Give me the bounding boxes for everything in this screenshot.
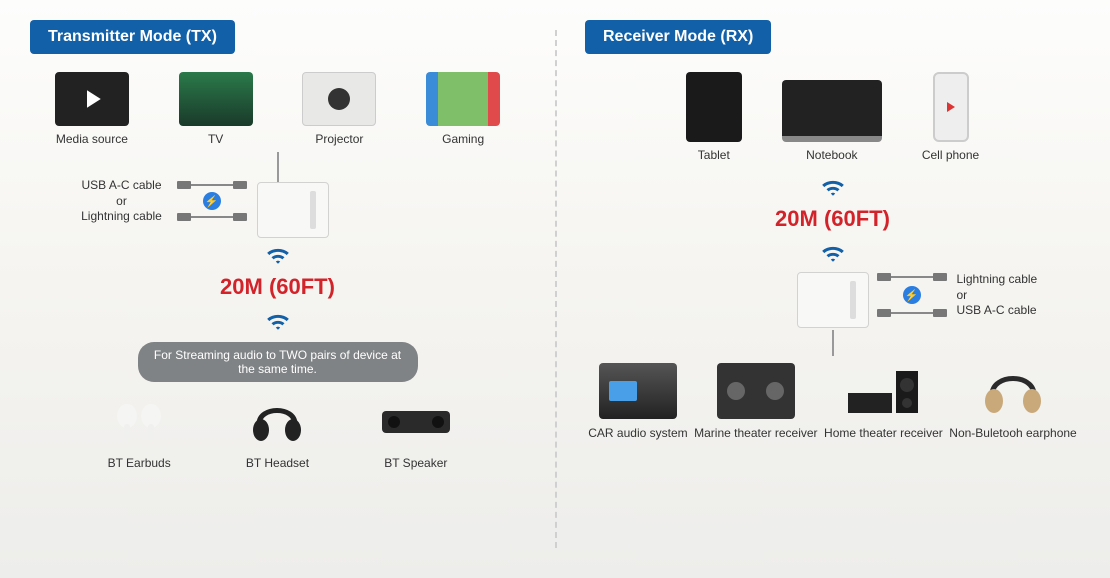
tx-out-speaker: BT Speaker <box>377 392 455 470</box>
rx-source-phone: Cell phone <box>922 72 979 162</box>
source-label: Cell phone <box>922 148 979 162</box>
rx-middle: 20M (60FT) ⚡ Lightning cable or USB A-C … <box>585 170 1080 356</box>
tx-source-media: Media source <box>55 72 129 146</box>
jack-line-icon <box>832 330 834 356</box>
laptop-icon <box>782 80 882 142</box>
home-theater-icon <box>844 362 922 420</box>
tx-source-label: Media source <box>55 132 129 146</box>
cable-text: Lightning cable <box>67 209 177 225</box>
output-label: CAR audio system <box>588 426 687 440</box>
headset-icon <box>238 392 316 450</box>
bolt-icon: ⚡ <box>903 286 921 304</box>
output-label: BT Speaker <box>377 456 455 470</box>
output-label: BT Earbuds <box>100 456 178 470</box>
tx-output-row: BT Earbuds BT Headset BT Speaker <box>30 392 525 470</box>
cable-text: or <box>67 194 177 210</box>
tv-icon <box>179 72 253 126</box>
rx-source-notebook: Notebook <box>782 80 882 162</box>
cable-text: or <box>957 288 1067 304</box>
wifi-icon <box>820 242 846 262</box>
cable-text: Lightning cable <box>957 272 1067 288</box>
wifi-icon <box>820 176 846 196</box>
cable-icon <box>877 308 947 318</box>
cable-text: USB A-C cable <box>957 303 1067 319</box>
earbuds-icon <box>100 392 178 450</box>
tx-source-label: Projector <box>302 132 376 146</box>
rx-cable-label: Lightning cable or USB A-C cable <box>957 272 1067 319</box>
speaker-bar-icon <box>377 392 455 450</box>
tx-source-label: Gaming <box>426 132 500 146</box>
output-label: Non-Buletooh earphone <box>949 426 1076 440</box>
wifi-icon <box>265 310 291 330</box>
source-label: Tablet <box>686 148 742 162</box>
tx-out-earbuds: BT Earbuds <box>100 392 178 470</box>
marine-receiver-icon <box>717 362 795 420</box>
panel-divider <box>555 30 557 548</box>
rx-out-home: Home theater receiver <box>824 362 943 440</box>
tx-middle: USB A-C cable or Lightning cable ⚡ 20M (… <box>30 152 525 392</box>
tx-source-label: TV <box>179 132 253 146</box>
rx-output-row: CAR audio system Marine theater receiver… <box>585 362 1080 440</box>
tx-note: For Streaming audio to TWO pairs of devi… <box>138 342 418 382</box>
tablet-play-icon <box>55 72 129 126</box>
tx-title-badge: Transmitter Mode (TX) <box>30 20 235 54</box>
tx-source-tv: TV <box>179 72 253 146</box>
switch-console-icon <box>426 72 500 126</box>
jack-line-icon <box>277 152 279 182</box>
tx-source-row: Media source TV Projector Gaming <box>30 72 525 146</box>
cable-icon <box>177 180 247 190</box>
source-label: Notebook <box>782 148 882 162</box>
rx-title-badge: Receiver Mode (RX) <box>585 20 771 54</box>
rx-out-car: CAR audio system <box>588 362 687 440</box>
cable-icon <box>177 212 247 222</box>
rx-out-earphone: Non-Buletooh earphone <box>949 362 1076 440</box>
tx-panel: Transmitter Mode (TX) Media source TV Pr… <box>0 0 555 578</box>
tx-source-gaming: Gaming <box>426 72 500 146</box>
rx-source-row: Tablet Notebook Cell phone <box>585 72 1080 162</box>
cable-text: USB A-C cable <box>67 178 177 194</box>
car-audio-icon <box>599 362 677 420</box>
adapter-device-icon <box>797 272 869 328</box>
tablet-icon <box>686 72 742 142</box>
tx-range: 20M (60FT) <box>220 274 335 300</box>
output-label: Marine theater receiver <box>694 426 817 440</box>
rx-out-marine: Marine theater receiver <box>694 362 817 440</box>
rx-range: 20M (60FT) <box>775 206 890 232</box>
phone-icon <box>933 72 969 142</box>
output-label: BT Headset <box>238 456 316 470</box>
output-label: Home theater receiver <box>824 426 943 440</box>
headphone-tan-icon <box>974 362 1052 420</box>
bolt-icon: ⚡ <box>203 192 221 210</box>
rx-panel: Receiver Mode (RX) Tablet Notebook Cell … <box>555 0 1110 578</box>
cable-icon <box>877 272 947 282</box>
rx-source-tablet: Tablet <box>686 72 742 162</box>
wifi-icon <box>265 244 291 264</box>
adapter-device-icon <box>257 182 329 238</box>
tx-cable-label: USB A-C cable or Lightning cable <box>67 178 177 225</box>
tx-source-projector: Projector <box>302 72 376 146</box>
projector-icon <box>302 72 376 126</box>
tx-out-headset: BT Headset <box>238 392 316 470</box>
